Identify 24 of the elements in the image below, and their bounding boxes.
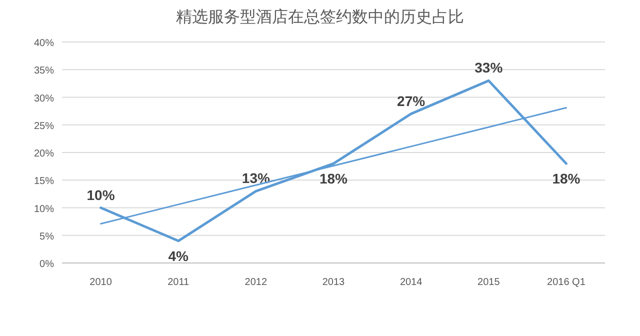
data-label: 27% <box>397 92 426 109</box>
x-tick-label: 2011 <box>168 277 190 288</box>
y-tick-label: 35% <box>34 66 54 77</box>
y-tick-label: 40% <box>34 38 54 49</box>
y-tick-label: 25% <box>34 120 54 132</box>
x-tick-label: 2012 <box>244 277 268 288</box>
x-tick-label: 2016 Q1 <box>547 277 586 288</box>
x-tick-label: 2015 <box>478 277 500 288</box>
x-tick-label: 2014 <box>400 277 423 288</box>
data-label: 13% <box>242 170 270 186</box>
x-tick-label: 2013 <box>322 277 346 288</box>
data-label: 18% <box>552 170 581 187</box>
y-tick-label: 20% <box>34 148 54 160</box>
data-label: 4% <box>168 248 190 264</box>
y-tick-label: 5% <box>40 231 54 242</box>
data-label: 33% <box>474 60 504 76</box>
x-tick-label: 2010 <box>90 277 112 288</box>
data-label: 18% <box>319 170 348 187</box>
y-tick-label: 0% <box>40 259 54 270</box>
y-tick-label: 30% <box>34 93 54 104</box>
y-tick-label: 10% <box>34 204 54 215</box>
chart-title: 精选服务型酒店在总签约数中的历史占比 <box>176 8 464 26</box>
data-label: 10% <box>86 186 116 203</box>
y-tick-label: 15% <box>34 176 54 188</box>
